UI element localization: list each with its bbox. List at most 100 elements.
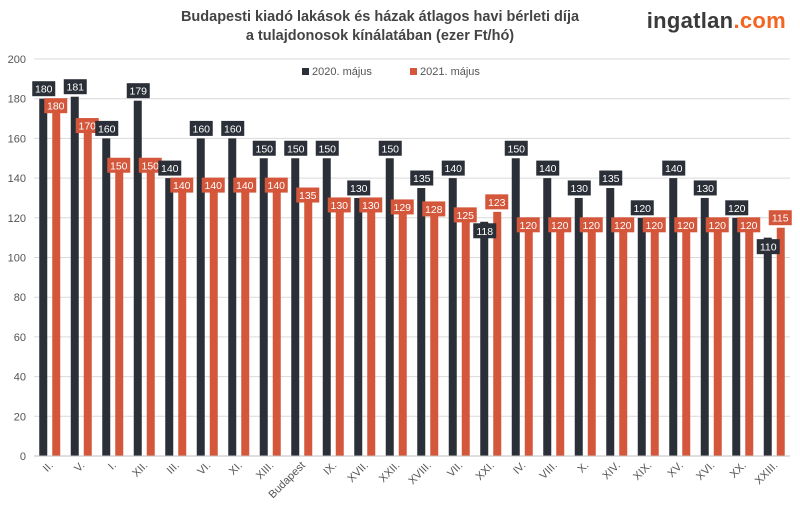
bar-2020 <box>196 138 205 456</box>
logo-main: ingatlan <box>646 8 734 33</box>
value-label-2020-box <box>630 200 654 216</box>
value-label-2021: 129 <box>393 202 411 214</box>
value-label-2021-box <box>44 98 68 114</box>
bar-2021 <box>430 201 439 456</box>
value-label-2020-box <box>725 200 749 216</box>
value-label-2020: 140 <box>665 163 683 175</box>
value-label-2021: 140 <box>204 180 222 192</box>
y-tick-label: 120 <box>8 213 26 225</box>
value-label-2021: 140 <box>236 180 254 192</box>
value-label-2021-box <box>516 217 540 233</box>
bar-2021 <box>272 178 281 456</box>
chart-title-block: Budapesti kiadó lakások és házak átlagos… <box>150 8 610 46</box>
value-label-2021-box <box>359 197 383 213</box>
x-tick-label: VII. <box>445 460 465 480</box>
y-tick-label: 200 <box>8 54 26 66</box>
x-tick-label: XVI. <box>694 460 717 483</box>
x-tick-label: XV. <box>666 460 686 480</box>
value-label-2020-box <box>599 170 623 186</box>
legend-label-1: 2020. május <box>312 66 372 78</box>
bar-2020 <box>574 197 583 456</box>
x-tick-label: IV. <box>511 460 528 477</box>
bar-2021 <box>83 118 92 457</box>
x-tick-label: I. <box>106 460 119 473</box>
bar-2021 <box>241 178 250 456</box>
value-label-2020: 150 <box>255 143 273 155</box>
bar-2020 <box>669 178 678 456</box>
bar-2020 <box>606 188 615 456</box>
value-label-2020: 140 <box>161 163 179 175</box>
value-label-2020-box <box>189 120 213 136</box>
value-label-2021: 120 <box>582 220 600 232</box>
bar-2020 <box>291 158 300 456</box>
value-label-2021-box <box>422 201 446 217</box>
value-label-2020-box <box>63 79 87 95</box>
value-label-2021-box <box>579 217 603 233</box>
x-tick-label: IX. <box>321 460 339 478</box>
value-label-2021-box <box>170 177 194 193</box>
value-label-2021-box <box>768 210 792 226</box>
x-tick-label: VIII. <box>538 460 560 482</box>
value-label-2020: 118 <box>476 226 493 238</box>
value-label-2021: 120 <box>708 220 726 232</box>
bar-2021 <box>682 217 691 456</box>
value-label-2021-box <box>327 197 351 213</box>
value-label-2021: 180 <box>47 101 65 113</box>
value-label-2020: 130 <box>350 183 368 195</box>
bar-2020 <box>133 100 142 456</box>
value-label-2020: 180 <box>35 84 53 96</box>
value-label-2021-box <box>107 157 131 173</box>
value-label-2020: 150 <box>507 143 525 155</box>
y-tick-label: 180 <box>8 94 26 106</box>
value-label-2020-box <box>756 239 780 255</box>
value-label-2021-box <box>611 217 635 233</box>
value-label-2021: 130 <box>330 200 348 212</box>
value-label-2020: 135 <box>413 173 431 185</box>
value-label-2020: 160 <box>192 123 210 135</box>
bar-2021 <box>619 217 628 456</box>
bar-2021 <box>776 227 785 456</box>
brand-logo: ingatlan.com <box>647 8 786 34</box>
value-label-2020-box <box>315 140 339 156</box>
bar-2020 <box>165 178 174 456</box>
value-label-2021-box <box>264 177 288 193</box>
value-label-2021-box <box>201 177 225 193</box>
bar-2021 <box>178 178 187 456</box>
value-label-2021-box <box>548 217 572 233</box>
value-label-2021-box <box>390 199 414 215</box>
value-label-2020: 160 <box>98 123 116 135</box>
value-label-2021: 120 <box>677 220 695 232</box>
value-label-2020: 150 <box>318 143 336 155</box>
bar-2020 <box>480 221 489 456</box>
x-tick-label: XVIII. <box>406 460 434 488</box>
y-tick-label: 0 <box>20 451 26 463</box>
value-label-2021: 135 <box>299 190 317 202</box>
value-label-2020-box <box>347 180 371 196</box>
value-label-2021: 120 <box>645 220 663 232</box>
value-label-2021: 128 <box>425 204 443 216</box>
legend-swatch-1 <box>302 68 309 75</box>
bar-2020 <box>259 158 268 456</box>
bar-2020 <box>511 158 520 456</box>
value-label-2020-box <box>473 223 497 239</box>
bar-2021 <box>398 199 407 456</box>
x-tick-label: XX. <box>728 460 749 481</box>
bar-2020 <box>417 188 426 456</box>
value-label-2020: 150 <box>287 143 305 155</box>
bar-2021 <box>461 207 470 456</box>
bar-2020 <box>228 138 237 456</box>
x-tick-label: XIII. <box>254 460 276 482</box>
x-tick-label: XII. <box>130 460 150 480</box>
y-tick-label: 20 <box>14 411 26 423</box>
x-tick-label: XVII. <box>346 460 371 485</box>
bar-2021 <box>115 158 124 456</box>
bar-2020 <box>385 158 394 456</box>
bar-2021 <box>493 211 502 456</box>
value-label-2021: 120 <box>519 220 537 232</box>
value-label-2021: 150 <box>110 160 128 172</box>
legend-swatch-2 <box>410 68 417 75</box>
x-tick-label: V. <box>72 460 87 475</box>
value-label-2020-box <box>693 180 717 196</box>
bar-2020 <box>354 197 363 456</box>
